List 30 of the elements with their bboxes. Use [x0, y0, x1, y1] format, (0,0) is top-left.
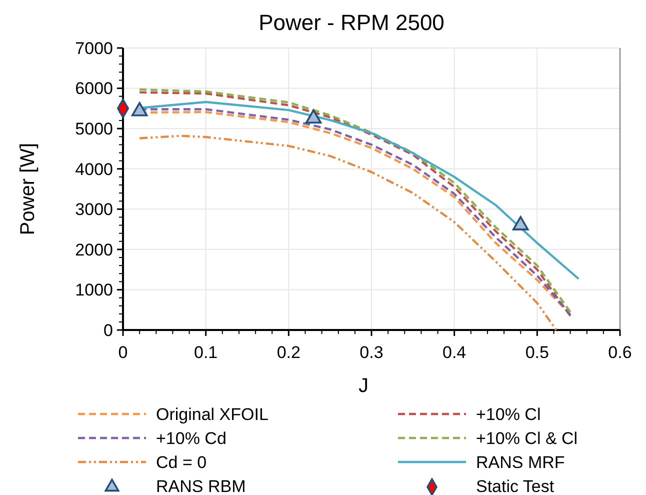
chart-title: Power - RPM 2500 [258, 10, 444, 35]
x-axis-title: J [358, 375, 368, 397]
y-tick-label: 6000 [75, 79, 113, 98]
legend-label: Static Test [476, 476, 554, 495]
point [305, 109, 322, 124]
legend-label: +10% Cl & Cl [476, 428, 578, 448]
y-tick-label: 1000 [75, 280, 113, 300]
legend-label: Cd = 0 [156, 452, 207, 472]
x-tick-label: 0.5 [525, 343, 549, 362]
x-tick-label: 0.3 [360, 343, 384, 362]
point [512, 216, 529, 230]
legend-label: RANS RBM [156, 476, 246, 495]
legend-label: +10% Cl [476, 404, 541, 424]
legend-label: +10% Cd [156, 428, 226, 448]
y-tick-label: 7000 [75, 38, 113, 58]
line-series [138, 134, 558, 332]
y-tick-label: 2000 [75, 240, 113, 260]
x-tick-label: 0.2 [276, 343, 300, 362]
legend-label: Original XFOIL [156, 404, 268, 424]
y-tick-label: 0 [104, 320, 113, 340]
y-tick-label: 3000 [75, 200, 113, 220]
y-axis-title: Power [W] [17, 142, 39, 236]
y-tick-label: 5000 [75, 120, 113, 139]
legend-label: RANS MRF [476, 452, 565, 472]
x-tick-label: 0.6 [608, 343, 632, 362]
point [131, 102, 148, 116]
x-tick-label: 0 [118, 343, 128, 362]
x-tick-label: 0.4 [442, 343, 466, 362]
x-tick-label: 0.1 [194, 343, 218, 362]
y-tick-label: 4000 [75, 160, 113, 179]
